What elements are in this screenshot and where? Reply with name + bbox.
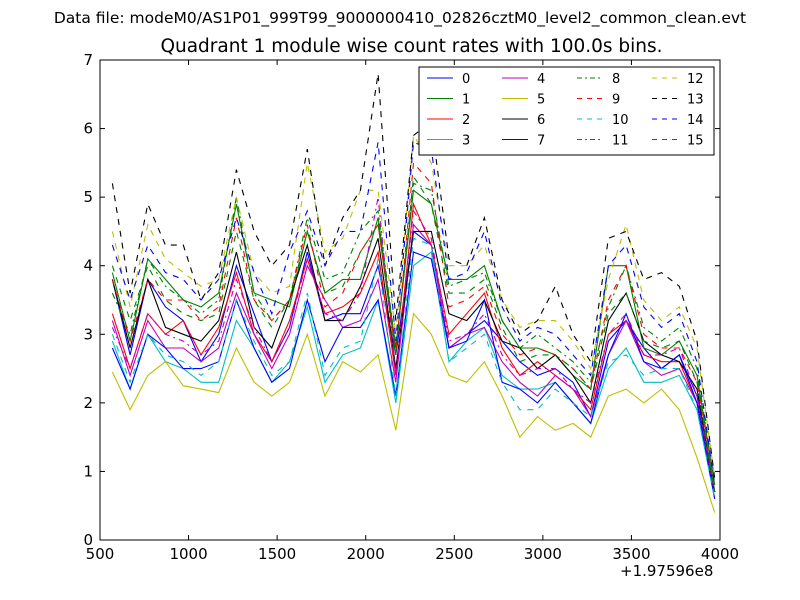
series-line-3 <box>111 251 716 500</box>
legend-label: 13 <box>687 93 704 108</box>
series-line-12 <box>111 133 716 479</box>
legend-label: 3 <box>462 134 470 149</box>
y-tick-label: 0 <box>83 531 93 549</box>
series-line-9 <box>111 161 716 493</box>
legend-label: 2 <box>462 113 470 128</box>
legend-box <box>418 66 715 156</box>
series-line-7 <box>111 251 716 499</box>
series-line-14 <box>111 141 716 486</box>
legend-label: 12 <box>687 72 704 87</box>
y-tick-label: 2 <box>83 394 93 412</box>
chart-title: Quadrant 1 module wise count rates with … <box>160 36 663 57</box>
series-line-5 <box>111 312 716 513</box>
x-tick-label: 2500 <box>435 545 473 563</box>
y-tick-label: 4 <box>83 257 93 275</box>
series-line-8 <box>111 182 716 486</box>
x-tick-label: 3000 <box>524 545 562 563</box>
legend-label: 11 <box>612 134 629 149</box>
series-line-2 <box>111 201 716 493</box>
x-tick-label: 4000 <box>701 545 739 563</box>
data-file-title: Data file: modeM0/AS1P01_999T99_90000004… <box>53 9 747 27</box>
series-line-1 <box>111 189 716 486</box>
legend-label: 8 <box>612 72 620 87</box>
legend-label: 15 <box>687 134 704 149</box>
x-tick-label: 2000 <box>347 545 385 563</box>
x-tick-label: 1000 <box>169 545 207 563</box>
legend-label: 9 <box>612 93 620 108</box>
legend-label: 4 <box>537 72 545 87</box>
y-tick-label: 6 <box>83 120 93 138</box>
x-tick-label: 500 <box>86 545 115 563</box>
plot-frame <box>99 59 721 541</box>
series-line-15 <box>111 174 716 493</box>
legend-label: 1 <box>462 93 470 108</box>
x-tick-label: 3500 <box>612 545 650 563</box>
series-line-10 <box>111 237 716 500</box>
legend-label: 7 <box>537 134 545 149</box>
y-tick-label: 1 <box>83 462 93 480</box>
y-tick-label: 3 <box>83 325 93 343</box>
legend-label: 6 <box>537 113 545 128</box>
series-line-13 <box>111 73 716 479</box>
y-tick-label: 5 <box>83 188 93 206</box>
legend-label: 0 <box>462 72 470 87</box>
series-line-11 <box>111 197 716 493</box>
legend-label: 5 <box>537 93 545 108</box>
x-axis-offset-label: +1.97596e8 <box>620 562 714 580</box>
y-tick-label: 7 <box>83 51 93 69</box>
legend-label: 10 <box>612 113 629 128</box>
x-tick-label: 1500 <box>258 545 296 563</box>
series-line-6 <box>111 230 716 493</box>
legend-label: 14 <box>687 113 704 128</box>
series-line-4 <box>111 223 716 493</box>
